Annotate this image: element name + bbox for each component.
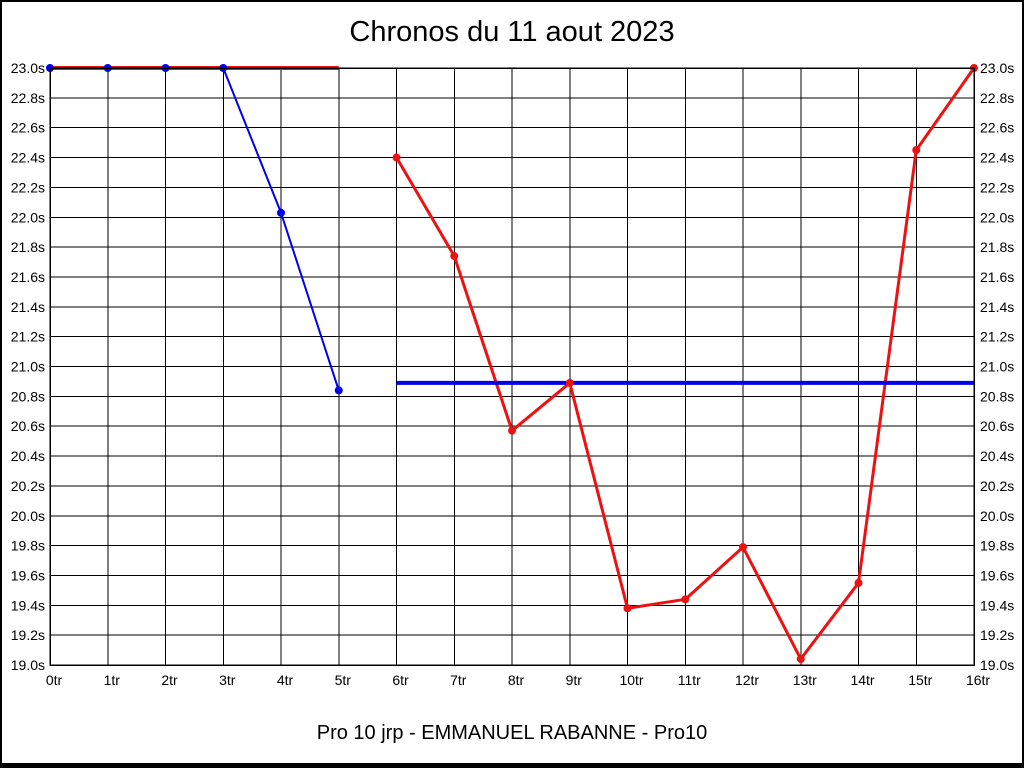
y-tick-label-left: 19.8s (11, 538, 45, 554)
data-point-red-chronos (450, 252, 459, 261)
data-point-red-chronos (392, 153, 401, 162)
y-tick-label-right: 21.0s (980, 359, 1014, 375)
y-tick-label-right: 19.2s (980, 627, 1014, 643)
y-tick-label-left: 21.0s (11, 359, 45, 375)
y-tick-label-right: 22.2s (980, 179, 1014, 195)
data-point-red-chronos (854, 578, 863, 587)
series-line-blue-chronos (50, 67, 340, 391)
y-tick-label-right: 19.6s (980, 567, 1014, 583)
chart-title: Chronos du 11 aout 2023 (349, 16, 675, 48)
x-tick-label: 15tr (908, 672, 932, 688)
x-tick-label: 9tr (566, 672, 583, 688)
y-tick-label-right: 22.4s (980, 150, 1014, 166)
y-tick-label-left: 19.6s (11, 567, 45, 583)
data-point-red-chronos (565, 378, 574, 387)
x-tick-label: 0tr (46, 672, 63, 688)
x-tick-label: 2tr (161, 672, 178, 688)
y-tick-label-right: 21.4s (980, 299, 1014, 315)
chart-footer: Pro 10 jrp - EMMANUEL RABANNE - Pro10 (316, 722, 708, 744)
y-axis-labels: 23.0s 23.0s 22.8s 22.8s 22.6s 22.6s 22.4s 22.4s… (11, 60, 1015, 673)
y-tick-label-left: 23.0s (11, 60, 45, 76)
y-tick-label-left: 20.4s (11, 448, 45, 464)
x-tick-label: 13tr (793, 672, 817, 688)
y-tick-label-right: 19.0s (980, 657, 1014, 673)
data-point-red-chronos (681, 595, 690, 604)
y-tick-label-left: 22.8s (11, 90, 45, 106)
y-tick-label-left: 22.6s (11, 120, 45, 136)
x-tick-label: 6tr (392, 672, 409, 688)
y-tick-label-right: 21.8s (980, 239, 1014, 255)
x-tick-label: 10tr (619, 672, 643, 688)
y-tick-label-left: 20.0s (11, 508, 45, 524)
y-tick-label-right: 20.6s (980, 418, 1014, 434)
y-tick-label-left: 22.0s (11, 209, 45, 225)
plot-border (49, 67, 975, 666)
data-point-red-chronos (739, 543, 747, 552)
data-point-red-chronos (796, 655, 805, 664)
data-point-blue-chronos (334, 386, 343, 395)
y-tick-label-left: 21.8s (11, 239, 45, 255)
y-tick-label-right: 21.6s (980, 269, 1014, 285)
y-tick-label-right: 22.6s (980, 120, 1014, 136)
y-tick-label-right: 20.8s (980, 388, 1014, 404)
x-tick-label: 12tr (735, 672, 759, 688)
y-tick-label-left: 19.2s (11, 627, 45, 643)
y-tick-label-left: 21.4s (11, 299, 45, 315)
x-tick-label: 14tr (850, 672, 874, 688)
x-tick-label: 1tr (104, 672, 121, 688)
y-tick-label-right: 23.0s (980, 60, 1014, 76)
y-tick-label-right: 21.2s (980, 329, 1014, 345)
y-tick-label-left: 22.2s (11, 179, 45, 195)
y-tick-label-left: 22.4s (11, 150, 45, 166)
y-tick-label-left: 19.0s (11, 657, 45, 673)
y-tick-label-left: 20.6s (11, 418, 45, 434)
series-markers (46, 64, 978, 664)
y-tick-label-right: 19.8s (980, 538, 1014, 554)
x-tick-label: 11tr (678, 672, 701, 688)
y-tick-label-left: 19.4s (11, 597, 45, 613)
y-tick-label-right: 20.0s (980, 508, 1014, 524)
data-point-blue-chronos (277, 208, 285, 217)
x-tick-label: 5tr (335, 672, 352, 688)
grid-lines (49, 67, 975, 666)
y-tick-label-right: 22.0s (980, 209, 1014, 225)
y-tick-label-left: 20.2s (11, 478, 45, 494)
x-tick-label: 8tr (508, 672, 525, 688)
data-point-red-chronos (912, 146, 921, 155)
x-axis-labels: 0tr 1tr 2tr 3tr 4tr 5tr 6tr 7tr 8tr 9tr 10tr 11tr 12… (46, 672, 991, 688)
y-tick-label-left: 21.2s (11, 329, 45, 345)
x-tick-label: 16tr (966, 672, 990, 688)
x-tick-label: 7tr (450, 672, 467, 688)
data-point-red-chronos (508, 426, 516, 435)
y-tick-label-left: 21.6s (11, 269, 45, 285)
x-tick-label: 3tr (219, 672, 236, 688)
y-tick-label-right: 22.8s (980, 90, 1014, 106)
y-tick-label-left: 20.8s (11, 388, 45, 404)
x-tick-label: 4tr (277, 672, 294, 688)
y-tick-label-right: 20.2s (980, 478, 1014, 494)
data-point-red-chronos (623, 604, 632, 613)
y-tick-label-right: 19.4s (980, 597, 1014, 613)
y-tick-label-right: 20.4s (980, 448, 1014, 464)
